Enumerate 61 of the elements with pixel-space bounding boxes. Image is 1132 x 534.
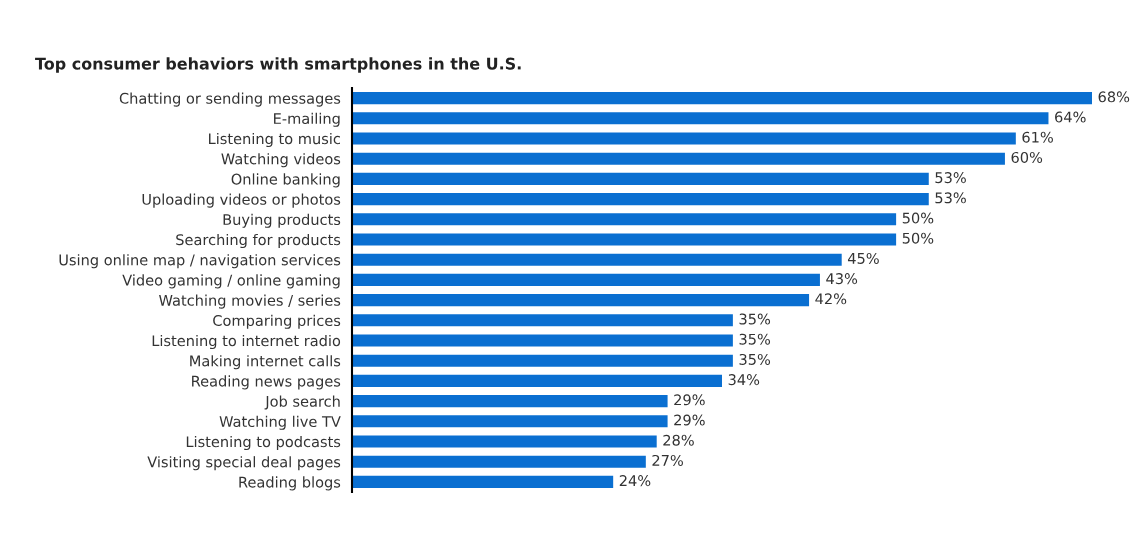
y-tick-label: Making internet calls (190, 355, 341, 370)
data-label: 61% (1022, 131, 1053, 143)
data-label: 34% (728, 374, 760, 386)
data-label: 28% (663, 434, 694, 446)
data-label: 29% (674, 414, 705, 426)
y-tick-label: Watching videos (221, 153, 341, 168)
y-tick-label: Watching movies / series (159, 294, 341, 309)
y-tick-label: Buying products (223, 213, 341, 228)
data-label: 53% (935, 172, 966, 184)
bar (352, 132, 1016, 145)
y-tick-label: Listening to podcasts (186, 435, 341, 451)
bar (352, 455, 646, 468)
bar (352, 213, 897, 226)
bar (352, 233, 897, 246)
bar (352, 314, 733, 327)
y-tick-label: Listening to music (209, 132, 340, 148)
data-label: 64% (1055, 111, 1086, 123)
data-label: 53% (935, 192, 966, 204)
data-label: 35% (739, 313, 771, 325)
y-tick-label: E-mailing (274, 112, 340, 127)
bar (352, 415, 668, 428)
y-tick-label: Watching live TV (219, 415, 341, 430)
data-label: 35% (739, 333, 771, 345)
y-tick-label: Searching for products (176, 233, 341, 249)
bar (352, 92, 1092, 105)
bar (352, 294, 810, 307)
bar (352, 334, 733, 347)
y-tick-label: Uploading videos or photos (142, 193, 341, 208)
bar (352, 354, 733, 367)
bar (352, 152, 1005, 165)
bar (352, 395, 668, 408)
bar (352, 374, 722, 387)
y-tick-label: Reading news pages (192, 375, 341, 390)
data-label: 29% (674, 394, 705, 406)
data-label: 43% (826, 273, 858, 285)
bar (352, 475, 614, 488)
bar (352, 273, 820, 286)
data-label: 45% (847, 252, 879, 264)
bar (352, 172, 929, 185)
data-label: 50% (902, 212, 934, 224)
y-tick-label: Using online map / navigation services (59, 254, 341, 269)
data-label: 42% (815, 293, 847, 305)
data-label: 27% (652, 454, 683, 466)
y-tick-label: Comparing prices (213, 314, 341, 329)
data-label: 68% (1098, 91, 1130, 103)
bar (352, 435, 657, 448)
y-tick-label: Video gaming / online gaming (122, 274, 340, 289)
data-label: 24% (619, 475, 651, 487)
y-tick-label: Job search (264, 395, 340, 410)
y-tick-label: Reading blogs (239, 476, 341, 491)
data-label: 60% (1011, 151, 1043, 163)
y-tick-label: Visiting special deal pages (147, 456, 341, 471)
y-tick-label: Online banking (231, 173, 340, 188)
bar (352, 112, 1049, 125)
bar (352, 193, 929, 206)
data-label: 50% (902, 232, 934, 244)
y-tick-label: Listening to internet radio (152, 334, 341, 350)
y-tick-label: Chatting or sending messages (119, 92, 341, 107)
bar (352, 253, 842, 266)
chart-title: Top consumer behaviors with smartphones in the U.S. (35, 57, 521, 73)
data-label: 35% (739, 353, 771, 365)
